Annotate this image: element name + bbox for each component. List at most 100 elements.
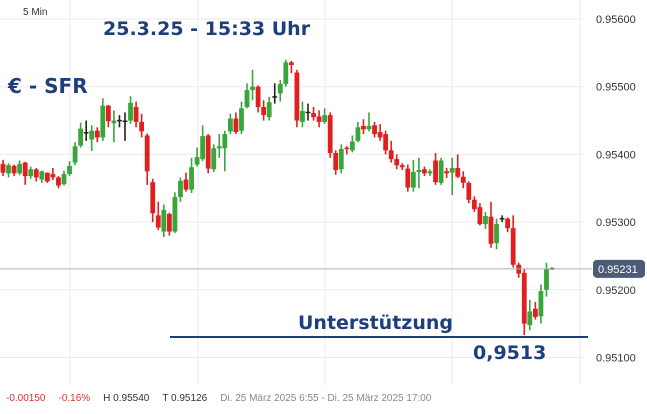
candle [33, 167, 39, 182]
grid [0, 0, 583, 385]
candle-body [61, 174, 67, 185]
candle [294, 69, 300, 128]
candle-body [133, 107, 139, 122]
candle-body [283, 62, 289, 84]
candle-body [422, 169, 427, 174]
candle [488, 201, 494, 248]
candle [344, 146, 350, 155]
candle-body [233, 118, 239, 133]
candle-body [383, 134, 389, 151]
candle [83, 120, 89, 141]
candle-body [178, 180, 183, 198]
candle-body [505, 218, 511, 229]
candle-body [438, 160, 444, 183]
candle [277, 79, 283, 102]
candle [322, 108, 328, 124]
candle-body [327, 115, 333, 154]
candle-body [56, 177, 61, 186]
candle-body [250, 86, 255, 91]
candle-body [444, 171, 450, 174]
candle-body [194, 157, 200, 165]
candle [178, 177, 183, 202]
candle-body [427, 171, 433, 174]
candle [105, 104, 111, 128]
candle-body [161, 209, 167, 232]
candle [460, 171, 466, 189]
candle-body [355, 127, 361, 141]
candle [72, 142, 78, 166]
candle [505, 217, 511, 233]
change-percent: -0.16% [58, 393, 91, 404]
candle-body [466, 182, 472, 200]
current-price-label: 0.95231 [598, 264, 638, 276]
candle [144, 133, 150, 185]
candle-body [349, 141, 355, 151]
y-tick-label: 0.95300 [596, 217, 636, 229]
candle-body [388, 150, 394, 160]
candle [39, 170, 45, 183]
support-value: 0,9513 [473, 342, 547, 364]
candle-body [338, 148, 344, 170]
candle [100, 98, 106, 141]
candle-body [377, 132, 383, 138]
candle-body [416, 169, 422, 173]
candle [355, 121, 361, 143]
candle-body [11, 165, 17, 174]
low-value: T 0.95126 [162, 393, 208, 404]
candle-body [166, 213, 172, 232]
candle-body [100, 105, 106, 138]
candle [233, 112, 239, 135]
candle [510, 215, 516, 268]
candle-body [0, 163, 6, 173]
candle-body [488, 216, 494, 244]
candle [56, 176, 61, 189]
candle-body [94, 130, 100, 138]
candle-body [471, 199, 477, 210]
candle [244, 83, 250, 109]
candle [405, 164, 411, 192]
candle-body [455, 167, 461, 177]
candle-body [172, 197, 178, 232]
candle-body [460, 176, 466, 183]
candle-body [277, 83, 283, 94]
candle [483, 211, 488, 229]
candle [300, 101, 305, 128]
candle [255, 85, 261, 113]
candle [239, 101, 244, 135]
candle [305, 103, 311, 121]
candle-body [189, 167, 194, 190]
candle [78, 122, 84, 148]
y-tick-label: 0.95200 [596, 285, 636, 297]
candle [122, 112, 128, 141]
interval-label: 5 Min [23, 7, 48, 18]
candle [6, 163, 11, 178]
candle [538, 284, 544, 324]
candle [211, 144, 217, 173]
candle [449, 157, 455, 196]
candle [388, 140, 394, 163]
candle [521, 269, 527, 336]
y-tick-label: 0.95100 [596, 353, 636, 365]
candle [166, 212, 172, 236]
footer-stats: -0.00150 -0.16% H 0.95540 T 0.95126 Di. … [6, 393, 444, 404]
candle-body [255, 86, 261, 108]
candle-body [17, 163, 23, 174]
candle [128, 96, 133, 124]
candle [67, 161, 72, 177]
candle [0, 159, 6, 177]
candle [139, 113, 145, 138]
candle-body [499, 218, 505, 220]
candle-body [410, 172, 416, 188]
candle-body [122, 120, 128, 123]
candle [11, 164, 17, 177]
candle [205, 134, 211, 174]
candle-body [399, 165, 405, 168]
candle [117, 115, 122, 128]
candle [372, 121, 377, 138]
candle [261, 100, 267, 121]
candle [311, 107, 316, 121]
candle-body [44, 172, 50, 182]
candle-body [105, 105, 111, 122]
candle-body [128, 102, 133, 121]
candle-body [33, 169, 39, 178]
